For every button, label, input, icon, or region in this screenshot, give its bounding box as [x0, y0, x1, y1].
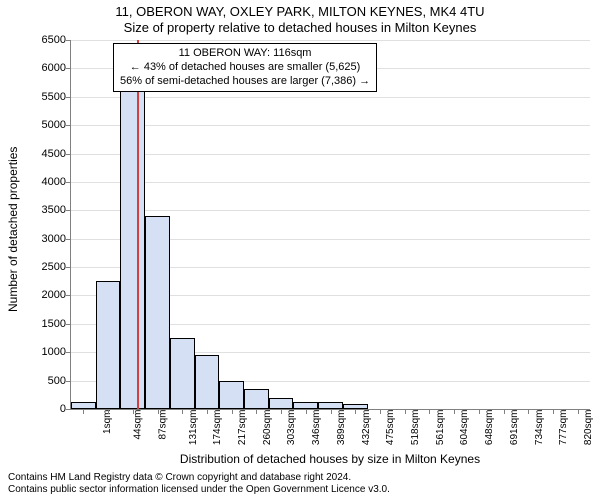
- y-tick-label: 1500: [6, 318, 66, 330]
- x-tick-label: 518sqm: [410, 410, 421, 446]
- x-tick-label: 174sqm: [212, 410, 223, 446]
- y-tick-mark: [66, 381, 71, 382]
- footer-line-2: Contains public sector information licen…: [8, 484, 390, 496]
- y-tick-mark: [66, 125, 71, 126]
- y-tick-mark: [66, 267, 71, 268]
- x-tick-label: 777sqm: [558, 410, 569, 446]
- y-tick-label: 3000: [6, 233, 66, 245]
- x-tick-mark: [454, 409, 455, 414]
- y-tick-label: 4000: [6, 176, 66, 188]
- x-tick-label: 604sqm: [459, 410, 470, 446]
- grid-line: [71, 97, 590, 98]
- y-tick-mark: [66, 182, 71, 183]
- y-tick-label: 5500: [6, 91, 66, 103]
- title-line-2: Size of property relative to detached ho…: [0, 20, 600, 35]
- histogram-bar: [120, 91, 145, 409]
- histogram-bar: [71, 402, 96, 409]
- x-tick-label: 734sqm: [534, 410, 545, 446]
- x-tick-mark: [158, 409, 159, 414]
- y-tick-mark: [66, 324, 71, 325]
- x-tick-mark: [182, 409, 183, 414]
- annotation-line-2: ← 43% of detached houses are smaller (5,…: [120, 61, 370, 75]
- x-tick-mark: [380, 409, 381, 414]
- x-tick-label: 131sqm: [188, 410, 199, 446]
- x-tick-mark: [504, 409, 505, 414]
- x-tick-mark: [405, 409, 406, 414]
- y-tick-label: 500: [6, 375, 66, 387]
- y-tick-mark: [66, 210, 71, 211]
- grid-line: [71, 154, 590, 155]
- x-tick-label: 87sqm: [157, 410, 168, 440]
- x-tick-label: 691sqm: [509, 410, 520, 446]
- x-tick-label: 389sqm: [336, 410, 347, 446]
- y-tick-label: 6500: [6, 34, 66, 46]
- x-tick-mark: [133, 409, 134, 414]
- histogram-bar: [195, 355, 220, 409]
- grid-line: [71, 210, 590, 211]
- annotation-box: 11 OBERON WAY: 116sqm← 43% of detached h…: [113, 43, 377, 92]
- property-marker-line: [137, 40, 139, 409]
- grid-line: [71, 125, 590, 126]
- x-tick-label: 648sqm: [484, 410, 495, 446]
- x-tick-mark: [553, 409, 554, 414]
- histogram-bar: [244, 389, 269, 409]
- y-tick-label: 4500: [6, 148, 66, 160]
- grid-line: [71, 182, 590, 183]
- x-tick-mark: [83, 409, 84, 414]
- x-tick-mark: [108, 409, 109, 414]
- x-tick-label: 432sqm: [361, 410, 372, 446]
- footer-line-1: Contains HM Land Registry data © Crown c…: [8, 472, 390, 484]
- histogram-bar: [145, 216, 170, 409]
- y-tick-mark: [66, 68, 71, 69]
- footer-attribution: Contains HM Land Registry data © Crown c…: [8, 472, 390, 496]
- y-tick-mark: [66, 295, 71, 296]
- x-tick-mark: [429, 409, 430, 414]
- x-tick-mark: [232, 409, 233, 414]
- histogram-bar: [269, 398, 294, 409]
- x-tick-mark: [306, 409, 307, 414]
- y-tick-label: 1000: [6, 346, 66, 358]
- y-tick-label: 6000: [6, 62, 66, 74]
- histogram-bar: [293, 402, 318, 409]
- x-tick-mark: [479, 409, 480, 414]
- x-tick-label: 561sqm: [435, 410, 446, 446]
- y-tick-label: 5000: [6, 119, 66, 131]
- x-tick-label: 44sqm: [133, 410, 144, 440]
- chart-plot-area: 1sqm44sqm87sqm131sqm174sqm217sqm260sqm30…: [70, 40, 590, 410]
- grid-line: [71, 40, 590, 41]
- y-tick-label: 0: [6, 403, 66, 415]
- histogram-bar: [96, 281, 121, 409]
- title-line-1: 11, OBERON WAY, OXLEY PARK, MILTON KEYNE…: [0, 4, 600, 19]
- histogram-bar: [170, 338, 195, 409]
- x-tick-mark: [281, 409, 282, 414]
- y-axis-label: Number of detached properties: [6, 146, 20, 311]
- x-tick-label: 260sqm: [262, 410, 273, 446]
- x-tick-label: 346sqm: [311, 410, 322, 446]
- y-tick-label: 3500: [6, 204, 66, 216]
- y-tick-mark: [66, 352, 71, 353]
- x-axis-label: Distribution of detached houses by size …: [70, 452, 590, 466]
- annotation-line-3: 56% of semi-detached houses are larger (…: [120, 75, 370, 89]
- x-tick-mark: [578, 409, 579, 414]
- x-tick-label: 217sqm: [237, 410, 248, 446]
- x-tick-mark: [256, 409, 257, 414]
- histogram-bar: [318, 402, 343, 409]
- x-tick-mark: [207, 409, 208, 414]
- y-tick-mark: [66, 154, 71, 155]
- x-tick-label: 303sqm: [286, 410, 297, 446]
- histogram-bar: [219, 381, 244, 409]
- x-tick-mark: [528, 409, 529, 414]
- y-tick-mark: [66, 97, 71, 98]
- y-tick-label: 2000: [6, 289, 66, 301]
- x-tick-label: 475sqm: [385, 410, 396, 446]
- y-tick-mark: [66, 239, 71, 240]
- x-tick-mark: [331, 409, 332, 414]
- annotation-line-1: 11 OBERON WAY: 116sqm: [120, 47, 370, 61]
- y-tick-label: 2500: [6, 261, 66, 273]
- x-tick-label: 820sqm: [583, 410, 594, 446]
- y-tick-mark: [66, 40, 71, 41]
- x-tick-mark: [355, 409, 356, 414]
- y-tick-mark: [66, 409, 71, 410]
